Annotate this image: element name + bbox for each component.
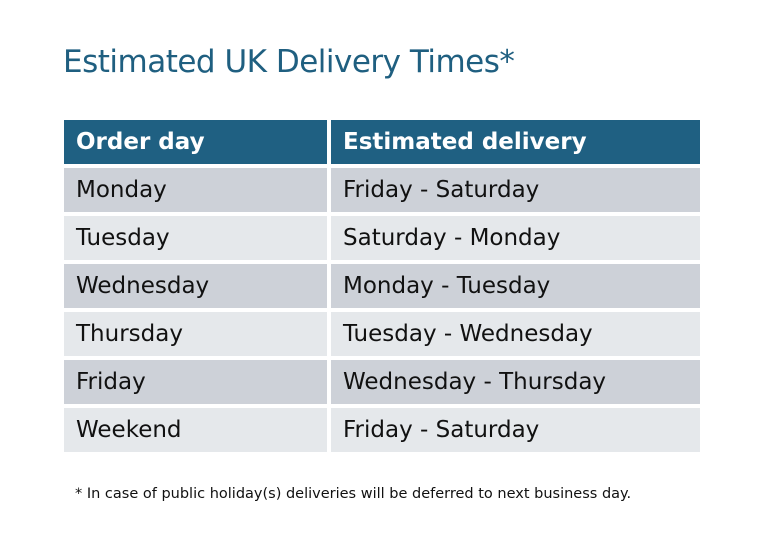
- delivery-cell: Saturday - Monday: [331, 216, 700, 260]
- table-row: Wednesday Monday - Tuesday: [64, 264, 700, 308]
- table-row: Weekend Friday - Saturday: [64, 408, 700, 452]
- delivery-cell: Wednesday - Thursday: [331, 360, 700, 404]
- header-estimated-delivery: Estimated delivery: [331, 120, 700, 164]
- footnote: * In case of public holiday(s) deliverie…: [75, 486, 632, 502]
- order-day-cell: Wednesday: [64, 264, 327, 308]
- delivery-cell: Friday - Saturday: [331, 168, 700, 212]
- table-row: Friday Wednesday - Thursday: [64, 360, 700, 404]
- header-order-day: Order day: [64, 120, 327, 164]
- delivery-cell: Monday - Tuesday: [331, 264, 700, 308]
- table-row: Tuesday Saturday - Monday: [64, 216, 700, 260]
- order-day-cell: Weekend: [64, 408, 327, 452]
- page-title: Estimated UK Delivery Times*: [63, 44, 515, 80]
- table-header-row: Order day Estimated delivery: [64, 120, 700, 164]
- table-row: Thursday Tuesday - Wednesday: [64, 312, 700, 356]
- delivery-cell: Tuesday - Wednesday: [331, 312, 700, 356]
- order-day-cell: Monday: [64, 168, 327, 212]
- order-day-cell: Friday: [64, 360, 327, 404]
- order-day-cell: Tuesday: [64, 216, 327, 260]
- delivery-table: Order day Estimated delivery Monday Frid…: [64, 120, 700, 456]
- order-day-cell: Thursday: [64, 312, 327, 356]
- delivery-cell: Friday - Saturday: [331, 408, 700, 452]
- table-row: Monday Friday - Saturday: [64, 168, 700, 212]
